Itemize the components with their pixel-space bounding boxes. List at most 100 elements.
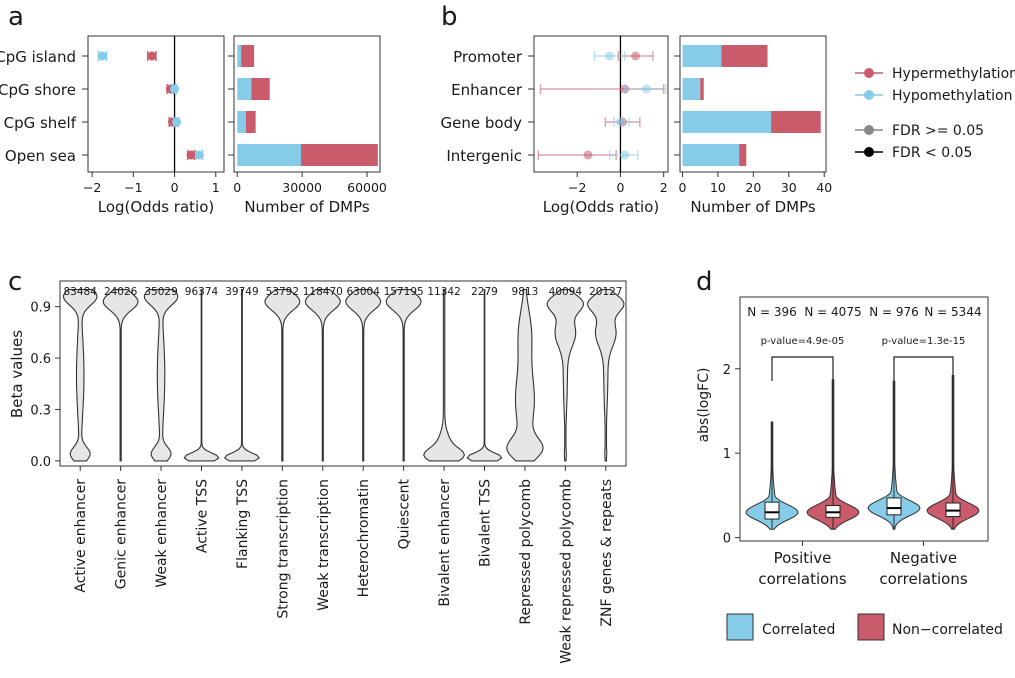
bar-segment-hypermethylation bbox=[739, 144, 747, 166]
p-value-label: p-value=4.9e-05 bbox=[761, 336, 845, 347]
category-label: Weak repressed polycomb bbox=[558, 479, 574, 664]
panel-label-c: c bbox=[8, 267, 22, 297]
legend-label: Hypomethylation bbox=[892, 88, 1012, 104]
y-tick-label: 0.9 bbox=[30, 301, 51, 316]
x-tick-label: 20 bbox=[745, 180, 761, 195]
group-label: Positive bbox=[774, 549, 832, 567]
significance-bracket bbox=[893, 356, 954, 381]
category-label: Flanking TSS bbox=[235, 479, 251, 569]
count-label: 39749 bbox=[225, 286, 258, 298]
violin-weak-repressed-polycomb bbox=[546, 289, 585, 462]
category-label: Weak transcription bbox=[316, 479, 332, 611]
group-label: correlations bbox=[879, 570, 967, 588]
category-label: Repressed polycomb bbox=[518, 479, 534, 625]
x-axis-label: Number of DMPs bbox=[690, 198, 816, 216]
x-tick-label: 0 bbox=[233, 180, 241, 195]
point-hypermethylation bbox=[186, 150, 196, 160]
category-label: Genic enhancer bbox=[114, 479, 130, 589]
n-label: N = 976 bbox=[869, 305, 919, 319]
legend-dot bbox=[864, 125, 874, 135]
category-label: Gene body bbox=[441, 114, 523, 132]
bar-segment-hypomethylation bbox=[237, 144, 302, 166]
bar-segment-hypermethylation bbox=[771, 111, 821, 133]
x-tick-label: −1 bbox=[124, 180, 142, 195]
count-label: 118470 bbox=[303, 286, 343, 298]
legend-swatch-correlated bbox=[726, 613, 754, 641]
category-label: Strong transcription bbox=[275, 479, 291, 619]
point-hypomethylation bbox=[172, 117, 182, 127]
y-axis-label: abs(logFC) bbox=[696, 368, 712, 443]
y-tick-label: 0.6 bbox=[30, 352, 51, 367]
bar-segment-hypermethylation bbox=[700, 78, 704, 100]
x-axis-label: Log(Odds ratio) bbox=[543, 198, 660, 216]
category-label: Intergenic bbox=[446, 147, 522, 165]
bar-segment-hypermethylation bbox=[245, 111, 256, 133]
x-tick-label: 30000 bbox=[282, 180, 322, 195]
x-tick-label: 0 bbox=[679, 180, 687, 195]
x-tick-label: 40 bbox=[816, 180, 832, 195]
bar-segment-hypomethylation bbox=[237, 111, 246, 133]
bar-segment-hypermethylation bbox=[301, 144, 378, 166]
count-label: 2279 bbox=[471, 286, 498, 298]
bar-segment-hypomethylation bbox=[682, 45, 722, 67]
point-hypomethylation bbox=[97, 51, 107, 61]
x-tick-label: 30 bbox=[781, 180, 797, 195]
count-label: 35029 bbox=[144, 286, 177, 298]
n-label: N = 396 bbox=[747, 305, 797, 319]
legend-label: FDR < 0.05 bbox=[892, 145, 972, 161]
violin-strong-transcription bbox=[264, 289, 301, 462]
category-label: Promoter bbox=[453, 48, 523, 66]
p-value-label: p-value=1.3e-15 bbox=[882, 336, 966, 347]
bar-segment-hypomethylation bbox=[682, 111, 772, 133]
bar-segment-hypermethylation bbox=[251, 78, 270, 100]
x-tick-label: 60000 bbox=[347, 180, 387, 195]
violin-active-enhancer bbox=[63, 289, 98, 462]
category-label: CpG shelf bbox=[4, 114, 77, 132]
violin-bivalent-enhancer bbox=[423, 289, 466, 462]
box bbox=[764, 501, 780, 520]
category-label: CpG shore bbox=[0, 81, 76, 99]
point-hypermethylation bbox=[631, 51, 641, 61]
violin-bivalent-tss bbox=[466, 289, 503, 462]
legend-dot bbox=[864, 147, 874, 157]
bar-segment-hypomethylation bbox=[682, 144, 740, 166]
panel-label-b: b bbox=[441, 2, 458, 32]
forest-frame bbox=[87, 35, 225, 173]
category-label: Heterochromatin bbox=[356, 479, 372, 597]
panel-label-d: d bbox=[696, 267, 713, 297]
y-tick-label: 0 bbox=[723, 532, 731, 547]
violin-frame bbox=[739, 296, 989, 542]
point-hypomethylation bbox=[605, 51, 615, 61]
bar-segment-hypomethylation bbox=[682, 78, 701, 100]
count-label: 11342 bbox=[427, 286, 460, 298]
legend-label: Hypermethylation bbox=[892, 66, 1015, 82]
n-label: N = 5344 bbox=[924, 305, 981, 319]
significance-bracket bbox=[771, 356, 834, 381]
category-label: Bivalent enhancer bbox=[437, 479, 453, 607]
count-label: 40094 bbox=[549, 286, 583, 298]
count-label: 9813 bbox=[512, 286, 539, 298]
violin-frame bbox=[59, 280, 627, 467]
violin-active-tss bbox=[183, 289, 220, 462]
x-tick-label: 0 bbox=[616, 180, 624, 195]
category-label: Open sea bbox=[5, 147, 76, 165]
count-label: 157195 bbox=[384, 286, 424, 298]
count-label: 20127 bbox=[589, 286, 622, 298]
point-hypomethylation bbox=[641, 84, 651, 94]
category-label: Quiescent bbox=[397, 479, 413, 550]
x-tick-label: 1 bbox=[212, 180, 220, 195]
x-tick-label: 0 bbox=[171, 180, 179, 195]
y-tick-label: 1 bbox=[723, 447, 731, 462]
point-hypomethylation bbox=[615, 117, 625, 127]
panel-label-a: a bbox=[8, 2, 24, 32]
violin-flanking-tss bbox=[223, 289, 260, 462]
violin-repressed-polycomb bbox=[506, 289, 544, 462]
category-label: CpG island bbox=[0, 48, 76, 66]
violin-genic-enhancer bbox=[102, 289, 139, 462]
point-hypomethylation bbox=[194, 150, 204, 160]
y-axis-label: Beta values bbox=[8, 330, 26, 418]
violin-weak-enhancer bbox=[143, 289, 179, 462]
x-tick-label: −2 bbox=[83, 180, 101, 195]
x-tick-label: −2 bbox=[568, 180, 586, 195]
